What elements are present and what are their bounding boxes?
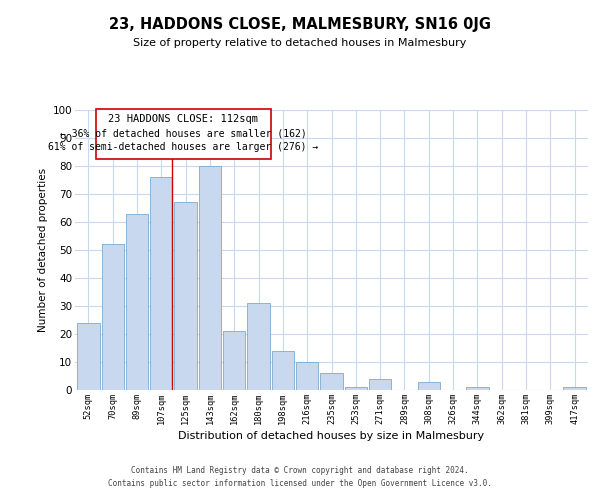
Text: ← 36% of detached houses are smaller (162): ← 36% of detached houses are smaller (16… bbox=[60, 128, 307, 138]
Bar bbox=[199, 166, 221, 390]
Bar bbox=[320, 373, 343, 390]
Text: Size of property relative to detached houses in Malmesbury: Size of property relative to detached ho… bbox=[133, 38, 467, 48]
Bar bbox=[272, 351, 294, 390]
Bar bbox=[101, 244, 124, 390]
FancyBboxPatch shape bbox=[96, 108, 271, 159]
Bar bbox=[466, 387, 488, 390]
Bar bbox=[418, 382, 440, 390]
Bar bbox=[344, 387, 367, 390]
Bar bbox=[369, 379, 391, 390]
Y-axis label: Number of detached properties: Number of detached properties bbox=[38, 168, 49, 332]
Bar bbox=[296, 362, 319, 390]
Bar bbox=[175, 202, 197, 390]
Bar bbox=[126, 214, 148, 390]
X-axis label: Distribution of detached houses by size in Malmesbury: Distribution of detached houses by size … bbox=[178, 431, 485, 441]
Bar bbox=[150, 177, 172, 390]
Bar bbox=[77, 323, 100, 390]
Text: 23 HADDONS CLOSE: 112sqm: 23 HADDONS CLOSE: 112sqm bbox=[109, 114, 259, 124]
Text: 61% of semi-detached houses are larger (276) →: 61% of semi-detached houses are larger (… bbox=[49, 142, 319, 152]
Bar bbox=[563, 387, 586, 390]
Text: 23, HADDONS CLOSE, MALMESBURY, SN16 0JG: 23, HADDONS CLOSE, MALMESBURY, SN16 0JG bbox=[109, 18, 491, 32]
Bar bbox=[247, 303, 270, 390]
Bar bbox=[223, 331, 245, 390]
Text: Contains HM Land Registry data © Crown copyright and database right 2024.
Contai: Contains HM Land Registry data © Crown c… bbox=[108, 466, 492, 487]
